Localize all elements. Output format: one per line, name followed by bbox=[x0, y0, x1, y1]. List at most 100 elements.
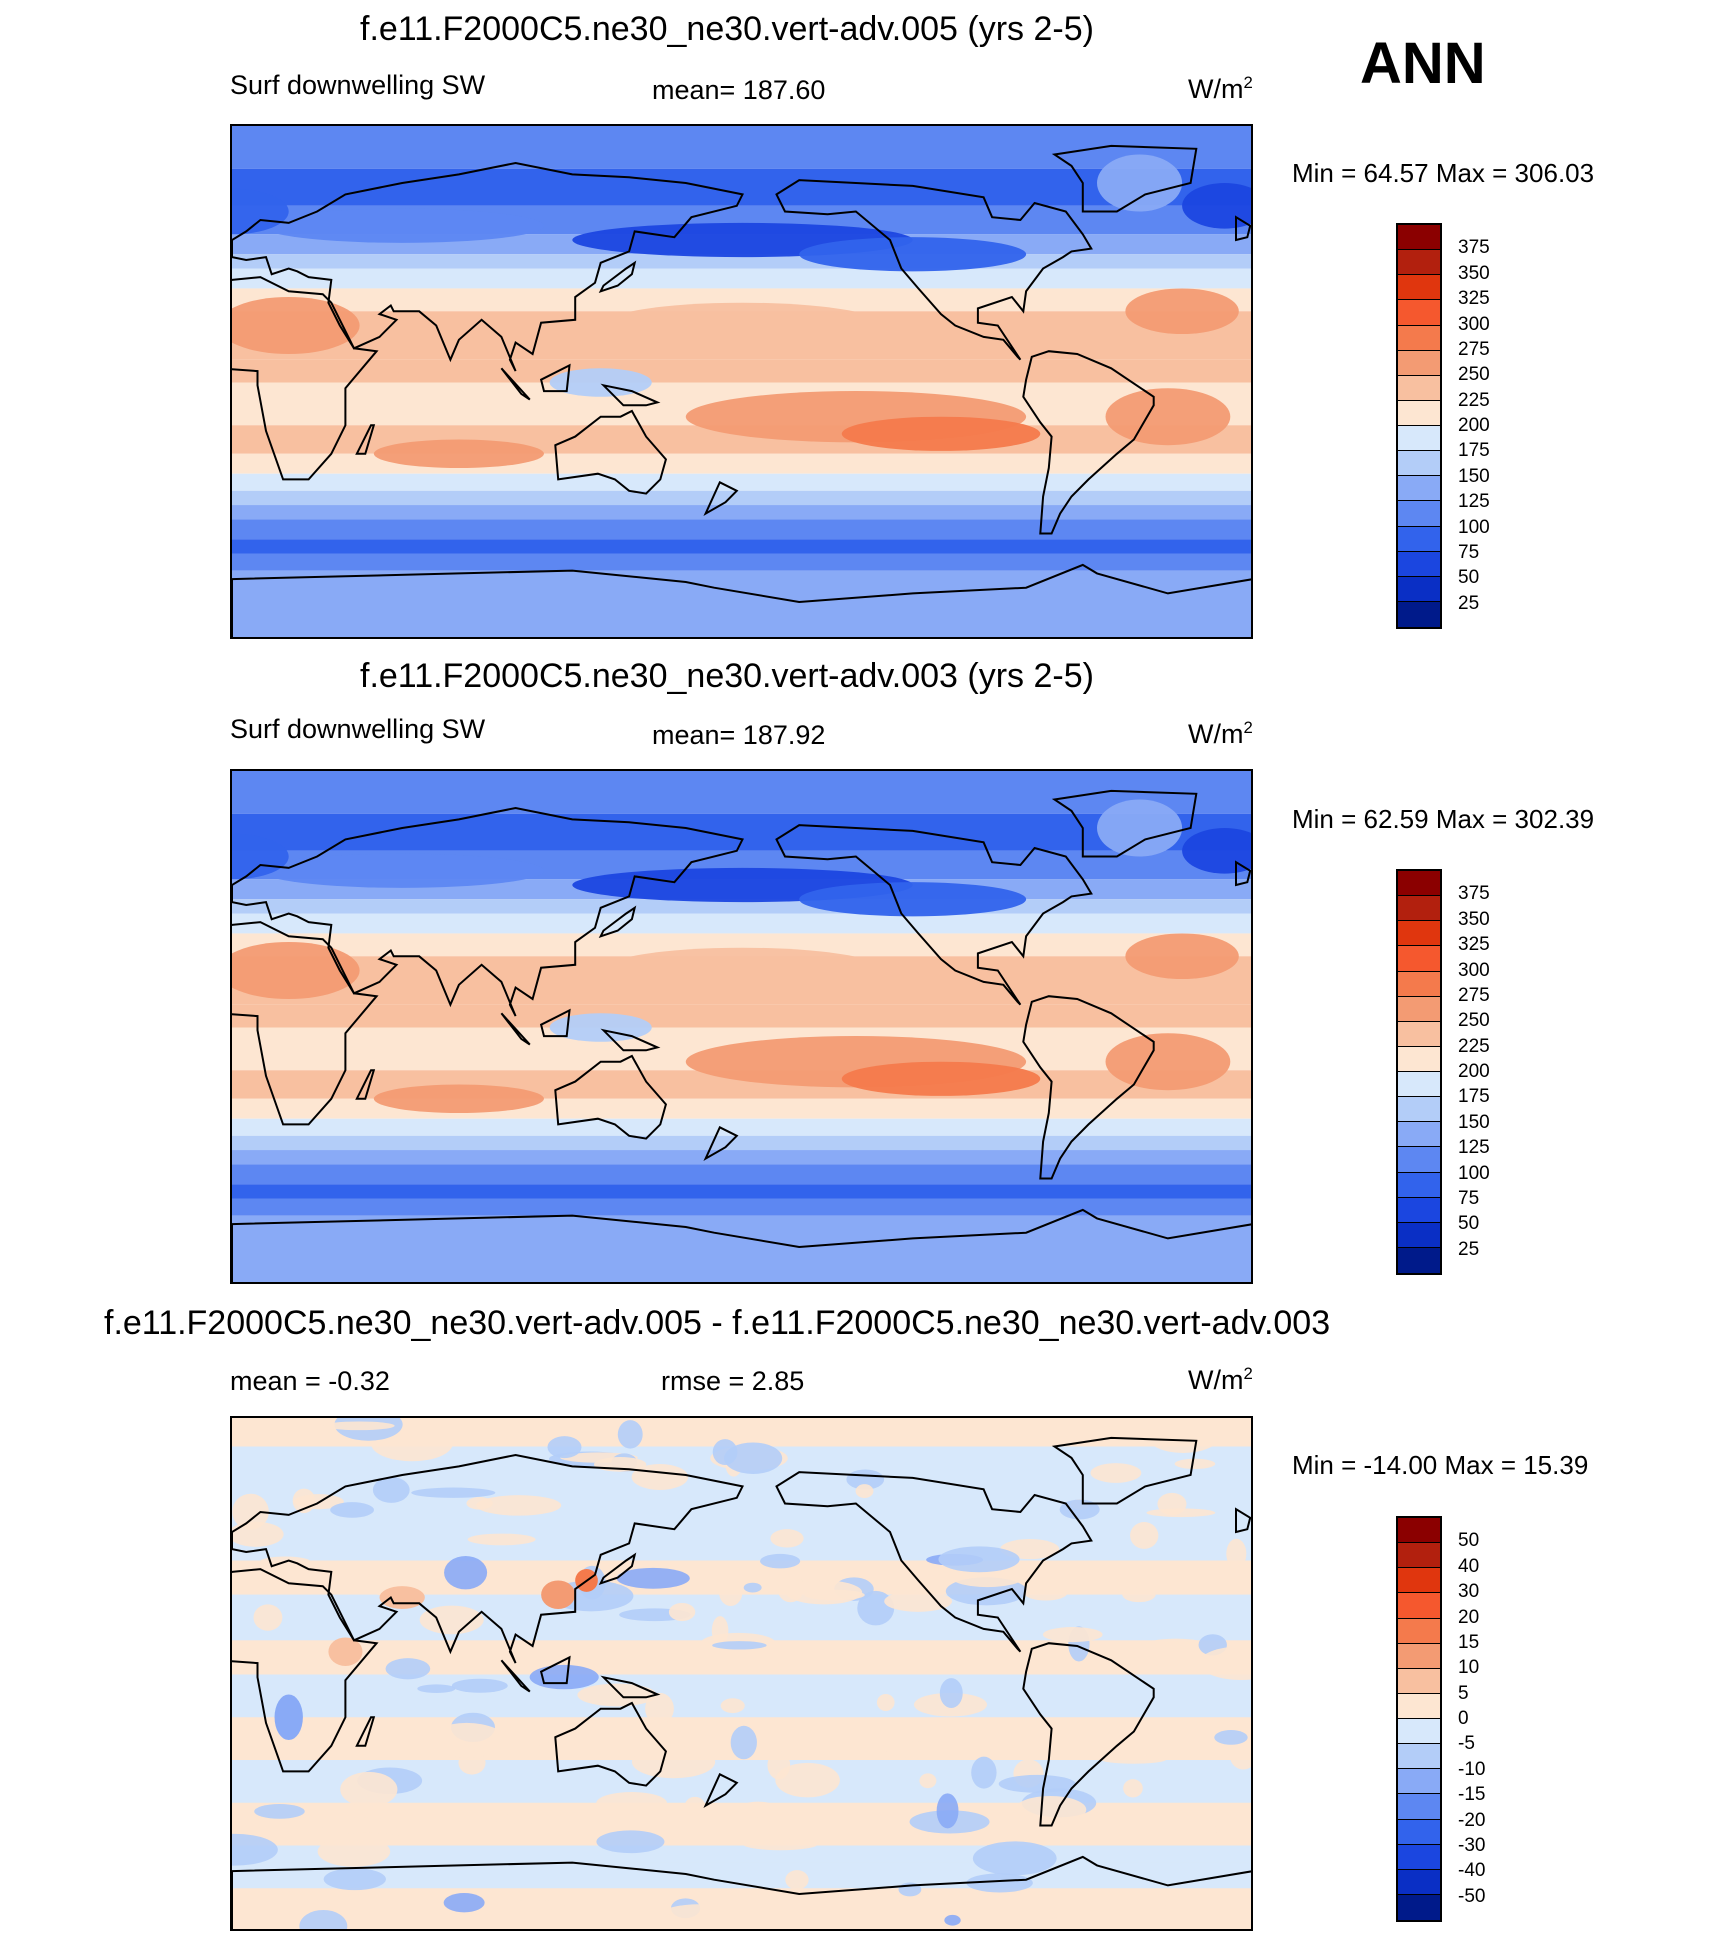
colorbar-swatch bbox=[1398, 1894, 1440, 1920]
colorbar-tick-label: 175 bbox=[1458, 440, 1490, 462]
panel-2-variable-label: Surf downwelling SW bbox=[230, 714, 486, 744]
colorbar-swatch bbox=[1398, 1247, 1440, 1273]
colorbar-tick-label: 375 bbox=[1458, 883, 1490, 905]
panel-2-min-max: Min = 62.59 Max = 302.39 bbox=[1292, 804, 1595, 834]
colorbar-swatch bbox=[1398, 225, 1440, 251]
colorbar-swatch bbox=[1398, 871, 1440, 897]
colorbar-tick-label: 200 bbox=[1458, 415, 1490, 436]
map-canvas bbox=[232, 1418, 1251, 1929]
colorbar-swatch bbox=[1398, 501, 1440, 527]
colorbar-swatch bbox=[1398, 526, 1440, 552]
colorbar-tick-label: 100 bbox=[1458, 516, 1490, 538]
colorbar-tick-label: -30 bbox=[1458, 1834, 1486, 1856]
panel-1-map bbox=[230, 124, 1253, 639]
panel-1-colorbar bbox=[1396, 223, 1442, 629]
colorbar-swatch bbox=[1398, 576, 1440, 602]
colorbar-tick-label: 175 bbox=[1458, 1086, 1490, 1108]
colorbar-tick-label: 15 bbox=[1458, 1631, 1480, 1653]
colorbar-tick-label: 20 bbox=[1458, 1606, 1480, 1628]
colorbar-tick-label: 75 bbox=[1458, 541, 1480, 563]
panel-2-mean-label: mean= 187.92 bbox=[652, 720, 826, 750]
colorbar-swatch bbox=[1398, 375, 1440, 401]
colorbar-swatch bbox=[1398, 1046, 1440, 1072]
colorbar-swatch bbox=[1398, 1643, 1440, 1669]
colorbar-swatch bbox=[1398, 1147, 1440, 1173]
season-label: ANN bbox=[1360, 31, 1486, 96]
colorbar-tick-label: 25 bbox=[1458, 592, 1480, 614]
panel-2-colorbar bbox=[1396, 869, 1442, 1275]
colorbar-swatch bbox=[1398, 896, 1440, 922]
colorbar-swatch bbox=[1398, 250, 1440, 276]
colorbar-tick-label: -10 bbox=[1458, 1758, 1486, 1780]
colorbar-swatch bbox=[1398, 1668, 1440, 1694]
colorbar-swatch bbox=[1398, 1769, 1440, 1795]
colorbar-tick-label: 40 bbox=[1458, 1555, 1480, 1577]
colorbar-tick-label: 300 bbox=[1458, 959, 1490, 981]
colorbar-tick-label: 225 bbox=[1458, 389, 1490, 411]
colorbar-swatch bbox=[1398, 476, 1440, 502]
colorbar-tick-label: -15 bbox=[1458, 1784, 1486, 1806]
colorbar-swatch bbox=[1398, 921, 1440, 947]
panel-2-map bbox=[230, 769, 1253, 1284]
colorbar-tick-label: 300 bbox=[1458, 313, 1490, 335]
colorbar-swatch bbox=[1398, 551, 1440, 577]
colorbar-tick-label: 150 bbox=[1458, 465, 1490, 487]
colorbar-swatch bbox=[1398, 300, 1440, 326]
map-canvas bbox=[232, 771, 1251, 1282]
colorbar-tick-label: 250 bbox=[1458, 1010, 1490, 1032]
colorbar-swatch bbox=[1398, 1869, 1440, 1895]
colorbar-swatch bbox=[1398, 946, 1440, 972]
colorbar-tick-label: 5 bbox=[1458, 1682, 1469, 1704]
colorbar-tick-label: 125 bbox=[1458, 491, 1490, 513]
colorbar-swatch bbox=[1398, 1819, 1440, 1845]
panel-3-title: f.e11.F2000C5.ne30_ne30.vert-adv.005 - f… bbox=[104, 1304, 1331, 1342]
colorbar-tick-label: 30 bbox=[1458, 1581, 1480, 1603]
colorbar-tick-label: 50 bbox=[1458, 567, 1480, 589]
colorbar-swatch bbox=[1398, 1744, 1440, 1770]
colorbar-tick-label: 225 bbox=[1458, 1035, 1490, 1057]
colorbar-tick-label: 250 bbox=[1458, 364, 1490, 386]
colorbar-tick-label: 100 bbox=[1458, 1162, 1490, 1184]
panel-3-map bbox=[230, 1416, 1253, 1931]
colorbar-swatch bbox=[1398, 601, 1440, 627]
colorbar-swatch bbox=[1398, 1693, 1440, 1719]
panel-3-colorbar bbox=[1396, 1516, 1442, 1922]
panel-1-min-max: Min = 64.57 Max = 306.03 bbox=[1292, 158, 1595, 188]
panel-1-variable-label: Surf downwelling SW bbox=[230, 70, 486, 100]
colorbar-swatch bbox=[1398, 996, 1440, 1022]
colorbar-swatch bbox=[1398, 350, 1440, 376]
colorbar-tick-label: -50 bbox=[1458, 1885, 1486, 1907]
colorbar-swatch bbox=[1398, 1518, 1440, 1544]
colorbar-tick-label: 150 bbox=[1458, 1111, 1490, 1133]
colorbar-swatch bbox=[1398, 1568, 1440, 1594]
colorbar-tick-label: -5 bbox=[1458, 1733, 1475, 1755]
panel-3-mean-label: mean = -0.32 bbox=[230, 1366, 390, 1396]
colorbar-swatch bbox=[1398, 426, 1440, 452]
colorbar-swatch bbox=[1398, 1593, 1440, 1619]
colorbar-swatch bbox=[1398, 1543, 1440, 1569]
panel-3-min-max: Min = -14.00 Max = 15.39 bbox=[1292, 1450, 1589, 1480]
colorbar-tick-label: 50 bbox=[1458, 1530, 1480, 1552]
colorbar-swatch bbox=[1398, 1222, 1440, 1248]
colorbar-tick-label: 275 bbox=[1458, 984, 1490, 1006]
colorbar-tick-label: 50 bbox=[1458, 1213, 1480, 1235]
colorbar-swatch bbox=[1398, 1122, 1440, 1148]
colorbar-swatch bbox=[1398, 400, 1440, 426]
colorbar-tick-label: 25 bbox=[1458, 1238, 1480, 1260]
colorbar-tick-label: -40 bbox=[1458, 1860, 1486, 1882]
colorbar-swatch bbox=[1398, 325, 1440, 351]
colorbar-tick-label: 0 bbox=[1458, 1708, 1469, 1729]
colorbar-swatch bbox=[1398, 1021, 1440, 1047]
panel-2-units: W/m2 bbox=[1188, 718, 1253, 749]
panel-1-title: f.e11.F2000C5.ne30_ne30.vert-adv.005 (yr… bbox=[360, 10, 1094, 48]
colorbar-swatch bbox=[1398, 1097, 1440, 1123]
colorbar-tick-label: 325 bbox=[1458, 934, 1490, 956]
colorbar-swatch bbox=[1398, 1172, 1440, 1198]
colorbar-tick-label: 275 bbox=[1458, 338, 1490, 360]
colorbar-swatch bbox=[1398, 1794, 1440, 1820]
colorbar-swatch bbox=[1398, 451, 1440, 477]
colorbar-swatch bbox=[1398, 971, 1440, 997]
colorbar-swatch bbox=[1398, 1072, 1440, 1098]
panel-3-units: W/m2 bbox=[1188, 1364, 1253, 1395]
colorbar-tick-label: 200 bbox=[1458, 1061, 1490, 1082]
